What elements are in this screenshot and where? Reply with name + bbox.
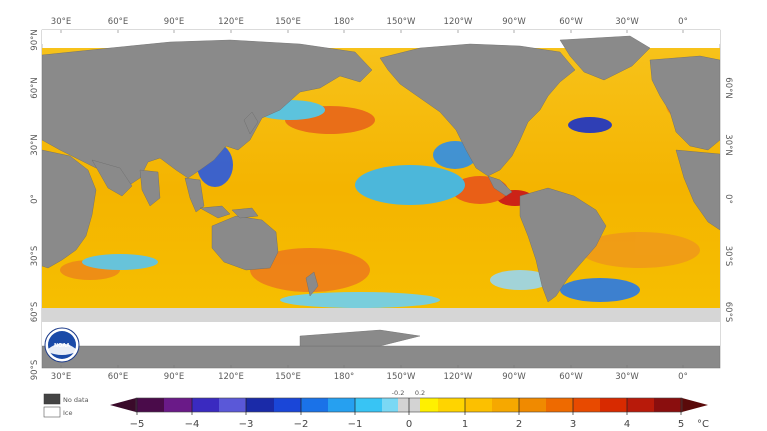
map-panel	[41, 29, 721, 369]
lon-label-bottom: 180°	[334, 372, 354, 382]
lon-label-bottom: 0°	[678, 372, 688, 382]
lat-label-right: 30°S	[723, 246, 733, 266]
lon-label-top: 30°E	[51, 17, 71, 27]
colorbar-tick-label: −5	[130, 419, 145, 430]
lat-label-right: 60°S	[723, 302, 733, 322]
lon-label-bottom: 120°E	[218, 372, 244, 382]
lon-label-top: 90°W	[502, 17, 526, 27]
map-legend: No data Ice	[43, 393, 89, 418]
lon-label-top: 90°E	[164, 17, 184, 27]
lon-label-top: 150°W	[387, 17, 416, 27]
lon-label-bottom: 90°E	[164, 372, 184, 382]
colorbar-tick-label: −1	[348, 419, 363, 430]
southern-neutral-band	[42, 308, 720, 322]
lon-label-bottom: 120°W	[444, 372, 473, 382]
lat-label-left: 60°N	[30, 77, 40, 98]
colorbar-unit-label: °C	[697, 419, 709, 430]
lon-label-bottom: 90°W	[502, 372, 526, 382]
colorbar-tick-label: −4	[185, 419, 200, 430]
lat-label-right: 0°	[723, 194, 733, 204]
lon-label-top: 180°	[334, 17, 354, 27]
left-latitude-labels: 90°N 60°N 30°N 0° 30°S 60°S 90°S	[30, 29, 40, 380]
lon-label-bottom: 150°E	[275, 372, 301, 382]
lon-label-bottom: 30°W	[615, 372, 639, 382]
colorbar-tick-label: 1	[462, 419, 468, 430]
top-longitude-labels: 30°E 60°E 90°E 120°E 150°E 180° 150°W 12…	[51, 17, 688, 27]
lon-label-bottom: 150°W	[387, 372, 416, 382]
lon-label-top: 0°	[678, 17, 688, 27]
colorbar-tick-label: 4	[624, 419, 630, 430]
lat-label-left: 30°S	[30, 246, 40, 266]
colorbar-max-arrow	[682, 398, 708, 412]
lon-label-top: 30°W	[615, 17, 639, 27]
lat-label-right: 60°N	[723, 77, 733, 98]
frame-ticks	[60, 30, 684, 368]
lat-label-left: 0°	[30, 194, 40, 204]
colorbar-min-arrow	[110, 398, 136, 412]
colorbar-minor-label: 0.2	[415, 389, 425, 397]
colorbar	[110, 397, 708, 415]
lon-label-bottom: 60°W	[559, 372, 583, 382]
ice-swatch	[43, 406, 61, 418]
colorbar-tick-label: −3	[239, 419, 254, 430]
colorbar-tick-label: 0	[406, 419, 412, 430]
colorbar-tick-label: 5	[678, 419, 684, 430]
lon-label-top: 60°E	[108, 17, 128, 27]
colorbar-tick-label: 3	[570, 419, 576, 430]
lon-label-bottom: 60°E	[108, 372, 128, 382]
lat-label-left: 60°S	[30, 302, 40, 322]
colorbar-minor-label: -0.2	[392, 389, 405, 397]
lon-label-top: 150°E	[275, 17, 301, 27]
lat-label-left: 30°N	[30, 134, 40, 155]
noaa-logo-text: NOAA	[54, 343, 70, 349]
no-data-swatch	[43, 393, 61, 405]
lon-label-top: 120°W	[444, 17, 473, 27]
lon-label-top: 120°E	[218, 17, 244, 27]
lat-label-left: 90°S	[30, 360, 40, 380]
ice-label: Ice	[63, 409, 73, 417]
right-latitude-labels: 60°N 30°N 0° 30°S 60°S	[723, 77, 733, 322]
colorbar-tick-labels: −5 −4 −3 −2 −1 0 1 2 3 4 5 °C -0.2 0.2	[130, 389, 709, 430]
lon-label-top: 60°W	[559, 17, 583, 27]
lat-label-left: 90°N	[30, 29, 40, 50]
noaa-logo: NOAA	[44, 327, 80, 363]
colorbar-tick-label: 2	[516, 419, 522, 430]
lat-label-right: 30°N	[723, 134, 733, 155]
land	[42, 35, 720, 368]
colorbar-tick-label: −2	[294, 419, 309, 430]
no-data-label: No data	[63, 396, 89, 404]
lon-label-bottom: 30°E	[51, 372, 71, 382]
bottom-longitude-labels: 30°E 60°E 90°E 120°E 150°E 180° 150°W 12…	[51, 372, 688, 382]
